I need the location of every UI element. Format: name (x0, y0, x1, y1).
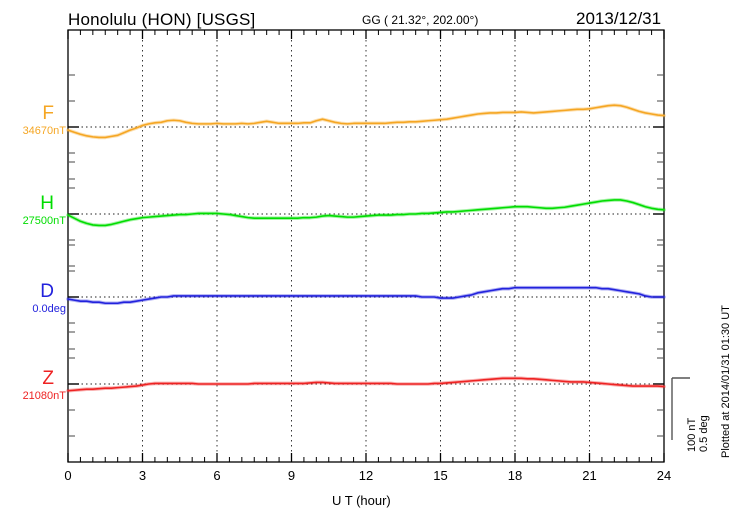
x-tick-label-9: 9 (287, 468, 296, 483)
component-label-z: Z 21080nT (0, 369, 66, 402)
component-label-h: H 27500nT (0, 194, 66, 227)
x-tick-label-6: 6 (213, 468, 221, 483)
x-tick-label-18: 18 (507, 468, 523, 483)
x-tick-label-21: 21 (582, 468, 597, 483)
component-symbol-d: D (40, 281, 54, 302)
y-axis-ticks (68, 74, 664, 437)
component-symbol-f: F (42, 103, 54, 124)
scale-bar-label-nt: 100 nT (686, 417, 698, 452)
x-tick-label-12: 12 (358, 468, 374, 483)
component-baseline-z: 21080nT (22, 390, 66, 402)
scale-bar-label-deg: 0.5 deg (698, 415, 710, 452)
component-baseline-d: 0.0deg (32, 303, 66, 315)
x-axis-ticks (67, 30, 665, 462)
x-tick-label-3: 3 (138, 468, 147, 483)
component-baseline-f: 34670nT (22, 125, 66, 137)
component-baseline-h: 27500nT (22, 215, 66, 227)
component-symbol-h: H (40, 193, 54, 214)
plotted-timestamp: Plotted at 2014/01/31 01:30 UT (720, 305, 730, 458)
vertical-gridlines (142, 30, 590, 462)
observation-date-label: 2013/12/31 (576, 9, 662, 28)
x-tick-label-24: 24 (656, 468, 672, 483)
component-label-f: F 34670nT (0, 104, 66, 137)
x-axis-title: U T (hour) (332, 493, 391, 508)
geographic-coordinates-label: GG ( 21.32°, 202.00°) (362, 13, 479, 27)
trace-group (66, 103, 666, 393)
component-symbol-z: Z (42, 368, 54, 389)
scale-bar (671, 377, 690, 440)
page-title: Honolulu (HON) [USGS] (68, 10, 256, 29)
x-tick-label-15: 15 (433, 468, 448, 483)
x-tick-label-0: 0 (64, 468, 72, 483)
component-label-d: D 0.0deg (0, 282, 66, 315)
